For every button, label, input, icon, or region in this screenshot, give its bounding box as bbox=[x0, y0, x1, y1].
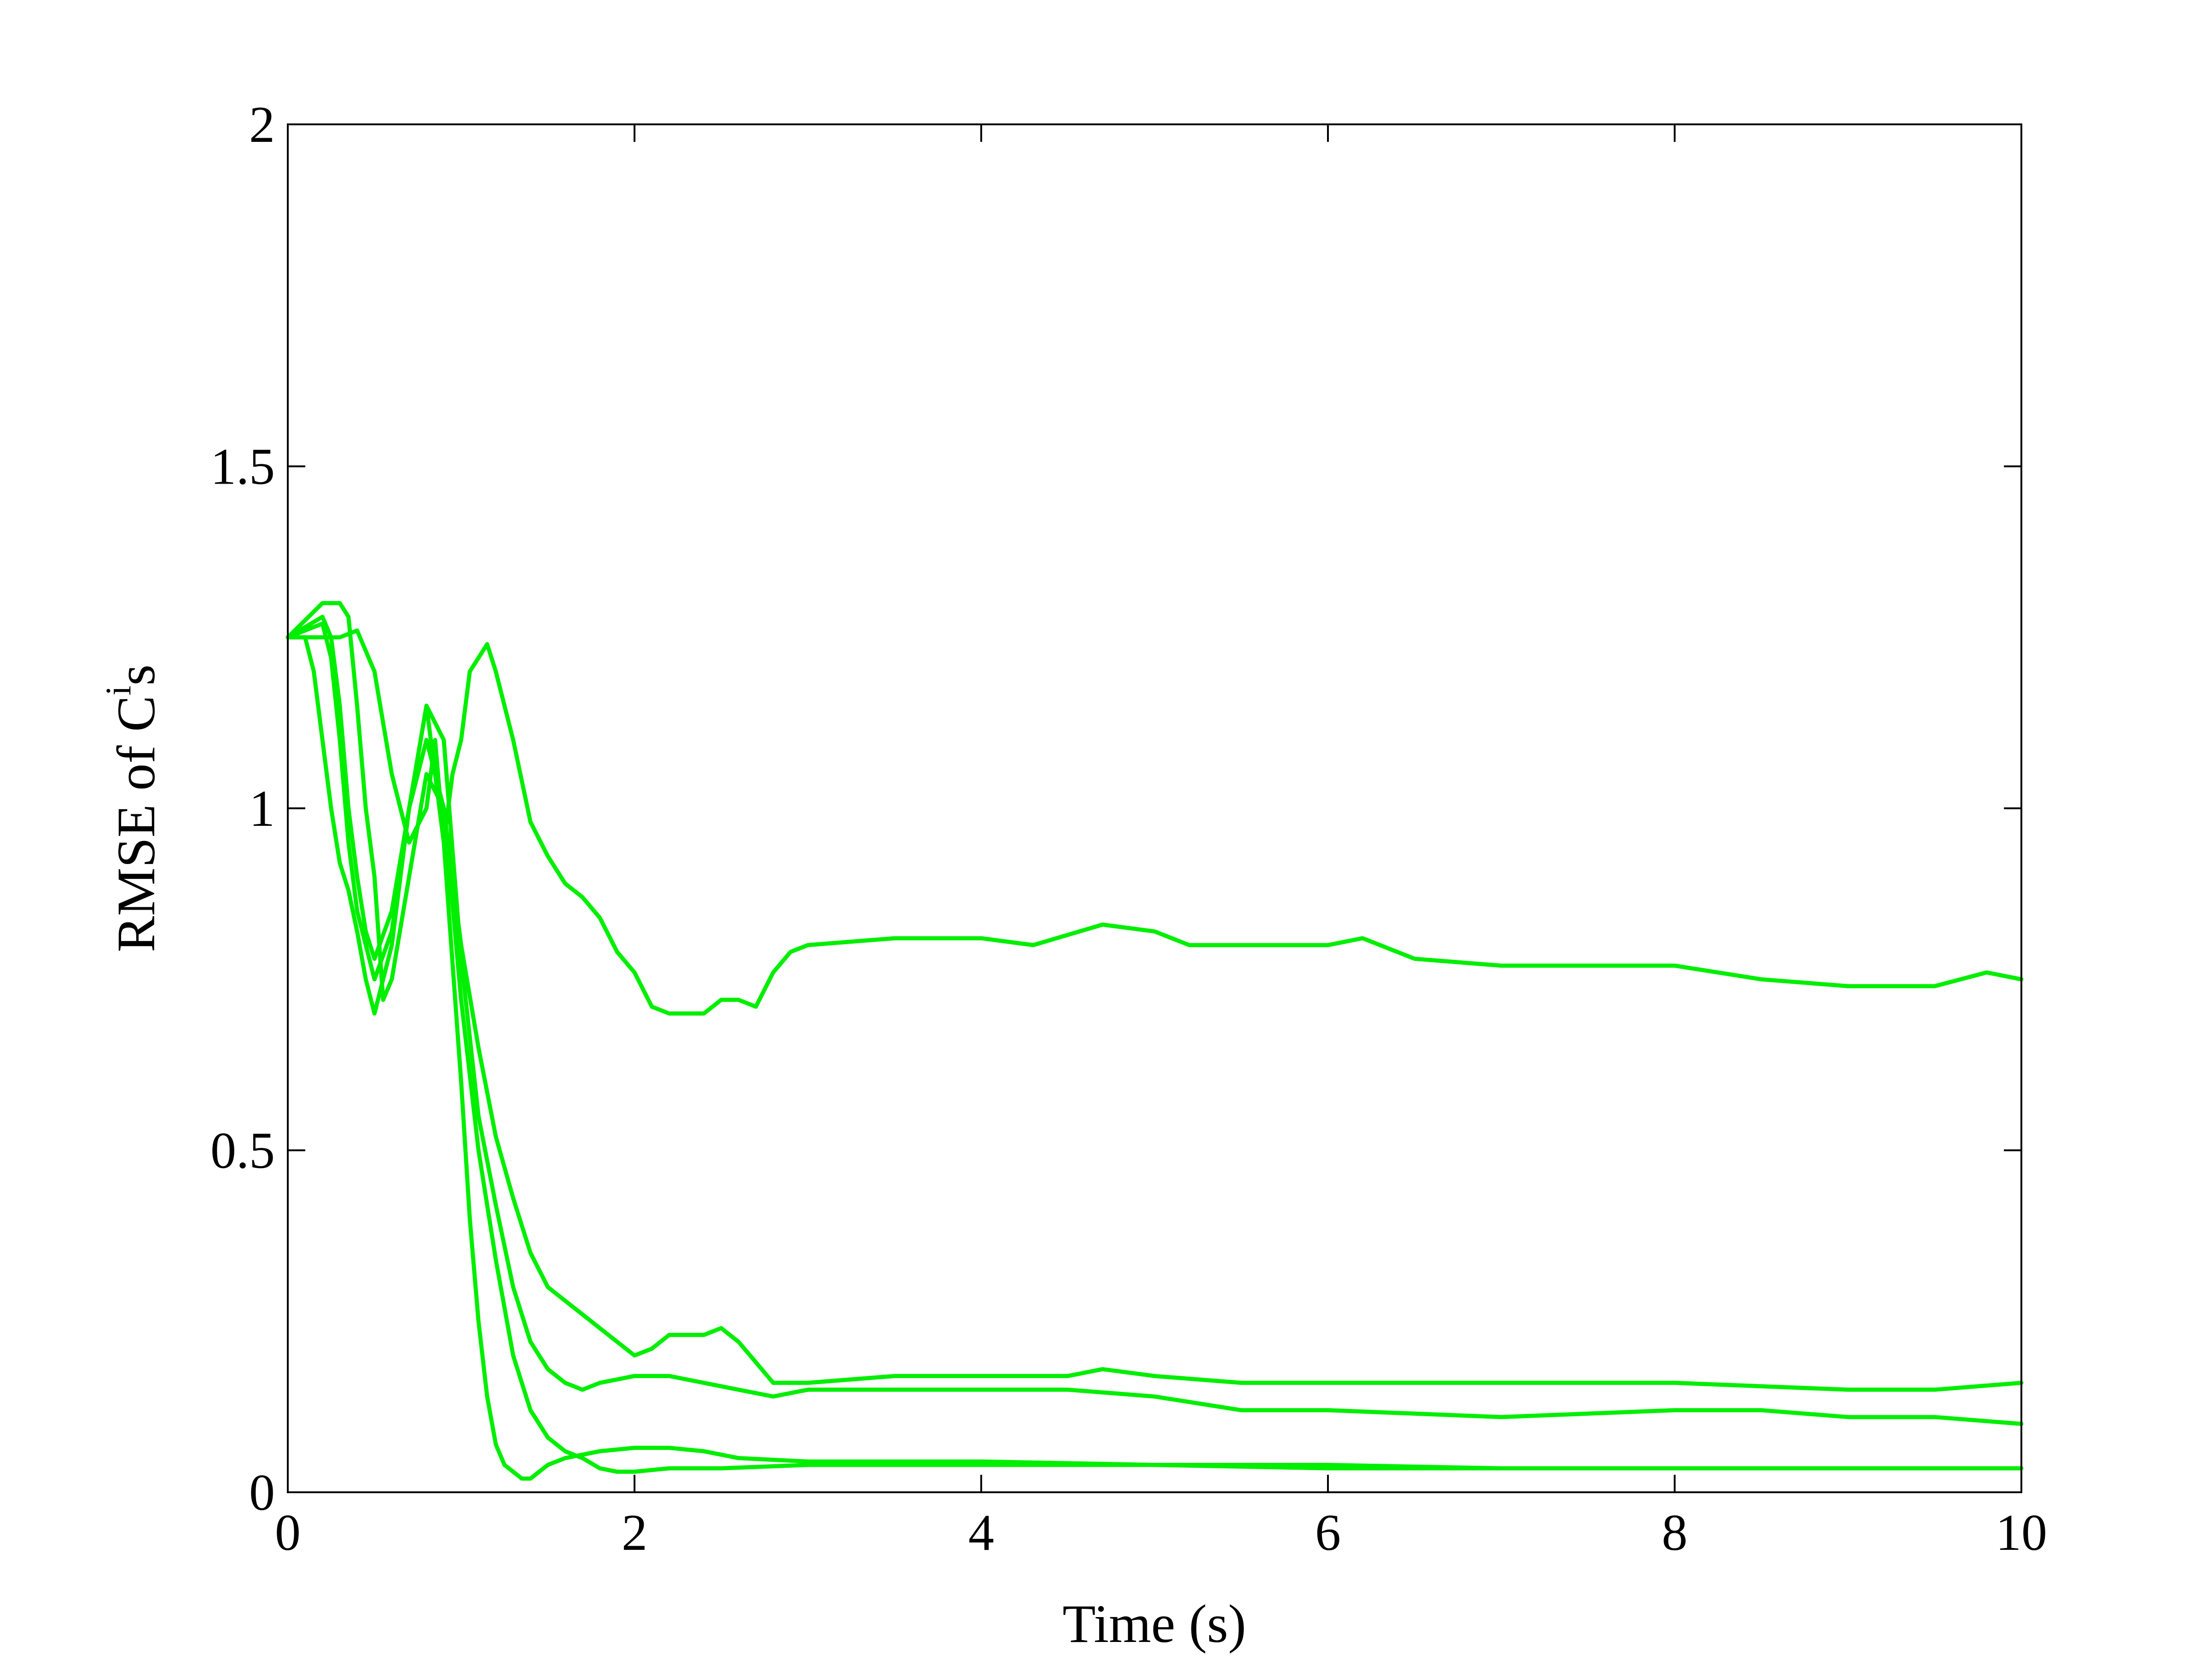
x-tick-label: 2 bbox=[622, 1504, 647, 1561]
series-line-5 bbox=[285, 621, 2024, 1474]
y-axis-label-suffix: s bbox=[106, 665, 166, 686]
y-axis-label-main: RMSE of C bbox=[106, 695, 166, 952]
y-tick-label: 0 bbox=[249, 1464, 275, 1521]
series-line-4 bbox=[285, 635, 2024, 1481]
y-tick-label: 2 bbox=[249, 96, 275, 153]
y-tick-label: 1.5 bbox=[210, 438, 275, 496]
y-tick-label: 0.5 bbox=[210, 1122, 275, 1180]
x-tick-label: 8 bbox=[1662, 1504, 1688, 1561]
x-tick-label: 4 bbox=[968, 1504, 994, 1561]
y-axis-label-superscript: i bbox=[98, 685, 138, 695]
y-tick-label: 1 bbox=[249, 780, 275, 837]
x-tick-label: 0 bbox=[275, 1504, 301, 1561]
tick-layer bbox=[287, 123, 2022, 1493]
series-line-3 bbox=[285, 614, 2024, 1426]
y-axis-label: RMSE of Cis bbox=[98, 665, 166, 952]
x-axis-label: Time (s) bbox=[1063, 1594, 1246, 1654]
series-line-1 bbox=[285, 628, 2024, 1016]
x-tick-label: 6 bbox=[1315, 1504, 1341, 1561]
tick-label-layer: 0 2 4 6 8 10 0 0.5 1 1.5 2 bbox=[210, 96, 2047, 1561]
series-layer bbox=[285, 601, 2024, 1481]
x-tick-label: 10 bbox=[1996, 1504, 2047, 1561]
